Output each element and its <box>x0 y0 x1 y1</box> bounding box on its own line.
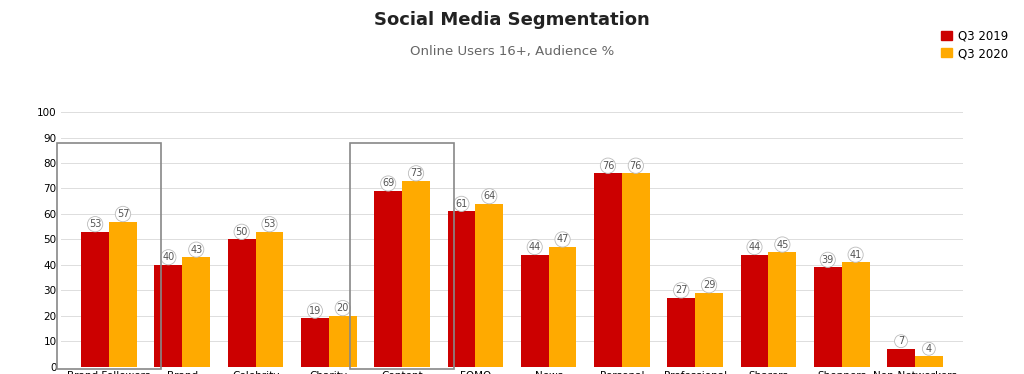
Bar <box>256 232 284 367</box>
Bar <box>914 356 943 367</box>
Text: 57: 57 <box>117 209 129 219</box>
Text: 64: 64 <box>483 191 496 201</box>
Bar <box>81 232 110 367</box>
Text: 40: 40 <box>162 252 174 262</box>
Text: 69: 69 <box>382 178 394 188</box>
Bar <box>521 255 549 367</box>
Text: Social Media Segmentation: Social Media Segmentation <box>374 11 650 29</box>
Bar <box>227 239 256 367</box>
Legend: Q3 2019, Q3 2020: Q3 2019, Q3 2020 <box>937 25 1013 65</box>
Text: Online Users 16+, Audience %: Online Users 16+, Audience % <box>410 45 614 58</box>
Text: 76: 76 <box>630 161 642 171</box>
Text: 39: 39 <box>821 255 834 265</box>
Bar <box>842 262 869 367</box>
Text: 4: 4 <box>926 344 932 354</box>
Text: 7: 7 <box>898 336 904 346</box>
Bar <box>814 267 842 367</box>
Bar <box>301 318 329 367</box>
Text: 50: 50 <box>236 227 248 237</box>
Bar <box>475 204 503 367</box>
Text: 45: 45 <box>776 239 788 249</box>
Bar <box>887 349 914 367</box>
Bar <box>402 181 430 367</box>
Text: 61: 61 <box>456 199 468 209</box>
Text: 73: 73 <box>410 168 422 178</box>
Bar <box>668 298 695 367</box>
Bar <box>329 316 356 367</box>
Text: 53: 53 <box>263 219 275 229</box>
Text: 44: 44 <box>528 242 541 252</box>
Bar <box>594 173 622 367</box>
Text: 76: 76 <box>602 161 614 171</box>
Text: 29: 29 <box>702 280 715 290</box>
Bar <box>768 252 797 367</box>
Bar <box>110 221 137 367</box>
Text: 43: 43 <box>190 245 203 255</box>
Bar <box>740 255 768 367</box>
Bar <box>182 257 210 367</box>
Bar <box>695 293 723 367</box>
Text: 41: 41 <box>850 250 862 260</box>
Text: 19: 19 <box>309 306 322 316</box>
Bar <box>447 211 475 367</box>
Text: 27: 27 <box>675 285 687 295</box>
Bar <box>622 173 650 367</box>
Text: 20: 20 <box>337 303 349 313</box>
Text: 53: 53 <box>89 219 101 229</box>
Text: 44: 44 <box>749 242 761 252</box>
Bar <box>549 247 577 367</box>
Bar <box>374 191 402 367</box>
Bar <box>155 265 182 367</box>
Text: 47: 47 <box>556 234 568 245</box>
